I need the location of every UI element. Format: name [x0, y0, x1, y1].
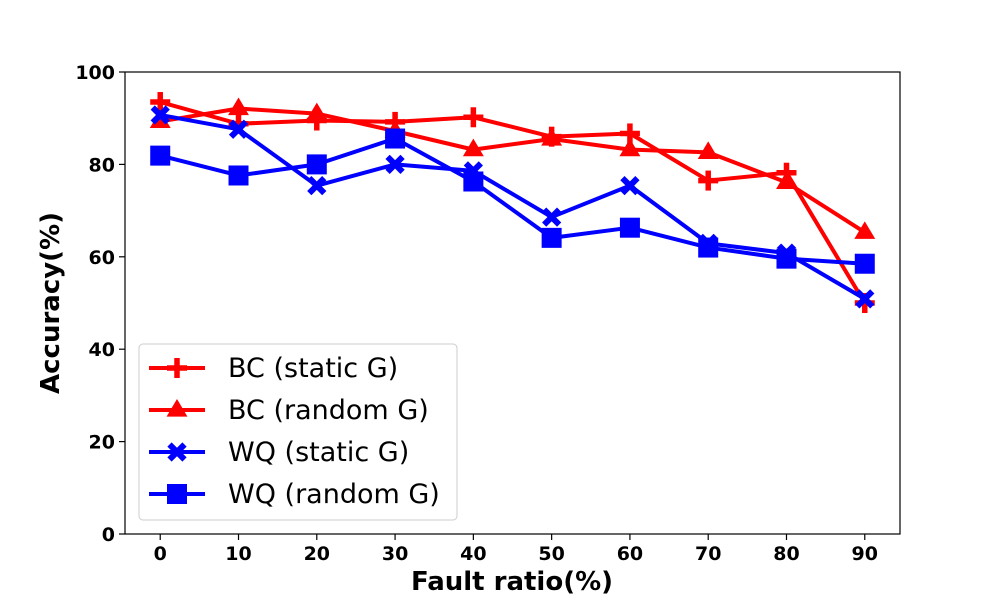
y-tick-label: 20: [89, 432, 115, 454]
data-point: [854, 253, 875, 274]
series-line: [159, 100, 867, 305]
data-point: [541, 227, 562, 248]
x-tick-label: 90: [852, 543, 878, 565]
data-point: [698, 237, 719, 258]
axis-layer: 0 20 40 60 80 100 0 10 20 30 40 50 60 70 80 90: [75, 62, 878, 565]
data-point: [542, 207, 562, 227]
series-4: [150, 128, 875, 274]
data-point: [307, 176, 327, 196]
plot-frame: [124, 71, 901, 535]
data-point: [462, 138, 484, 157]
legend-item: WQ (static G): [149, 437, 409, 468]
data-point: [620, 176, 640, 196]
legend-label: BC (static G): [228, 353, 398, 384]
x-tick-label: 10: [225, 543, 251, 565]
x-tick-label: 60: [617, 543, 643, 565]
legend-box: [138, 343, 458, 521]
legend-marker: [167, 358, 187, 378]
legend-item: BC (random G): [149, 395, 429, 426]
data-point: [619, 138, 641, 157]
data-point: [150, 145, 171, 166]
y-tick-label: 100: [75, 62, 115, 84]
data-point: [228, 119, 249, 139]
data-point: [463, 107, 484, 128]
legend-marker: [166, 399, 188, 417]
x-axis-title: Fault ratio(%): [411, 567, 613, 597]
y-tick-label: 80: [89, 154, 115, 176]
x-tick-label: 50: [538, 543, 564, 565]
data-point: [385, 154, 405, 175]
data-point: [228, 165, 249, 186]
legend-marker: [167, 442, 187, 462]
x-tick-label: 0: [154, 543, 167, 565]
series-line: [159, 112, 866, 301]
data-point: [855, 289, 875, 309]
data-point: [776, 171, 797, 190]
data-point: [150, 92, 171, 113]
x-tick-label: 30: [382, 543, 408, 565]
x-tick-label: 40: [460, 543, 486, 565]
x-tick-label: 70: [695, 543, 721, 565]
data-point: [697, 141, 719, 159]
data-point: [776, 248, 797, 269]
legend-label: BC (random G): [228, 395, 429, 426]
data-point: [541, 127, 563, 146]
data-point: [385, 128, 406, 149]
data-point: [306, 154, 327, 175]
legend-label: WQ (static G): [228, 437, 409, 468]
data-point: [463, 171, 484, 192]
data-point: [619, 217, 640, 238]
legend-item: BC (static G): [149, 353, 398, 384]
y-tick-label: 60: [89, 247, 115, 269]
series-line: [159, 106, 866, 235]
series-layer: [149, 92, 876, 313]
y-axis-title: Accuracy(%): [36, 212, 66, 394]
legend: BC (static G) BC (random G) WQ (static G) W…: [138, 343, 458, 521]
legend-marker: [167, 484, 187, 504]
data-point: [306, 102, 328, 121]
y-tick-label: 0: [102, 524, 115, 546]
data-point: [228, 97, 249, 116]
data-point: [854, 221, 876, 239]
x-tick-label: 80: [773, 543, 799, 565]
y-tick-label: 40: [89, 339, 115, 361]
legend-label: WQ (random G): [228, 479, 440, 510]
x-tick-label: 20: [304, 543, 330, 565]
data-point: [698, 170, 719, 191]
data-point: [150, 105, 170, 125]
legend-item: WQ (random G): [149, 479, 440, 510]
series-line: [159, 136, 865, 266]
